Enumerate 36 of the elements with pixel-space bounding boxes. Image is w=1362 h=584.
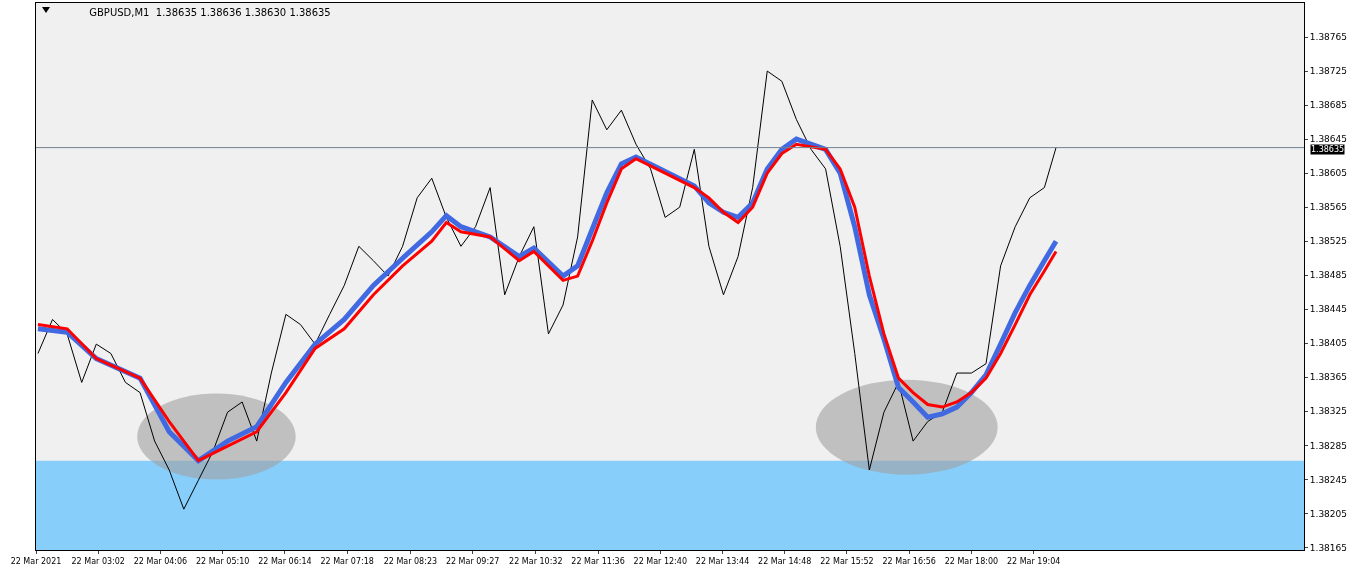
y-tick-label: 1.38325 [1309,406,1348,417]
line-series [37,70,1057,510]
x-tick-label: 22 Mar 08:23 [383,556,438,566]
y-tick-label: 1.38245 [1309,474,1348,485]
y-tick-label: 1.38565 [1309,202,1348,213]
y-tick-label: 1.38285 [1309,440,1348,451]
x-tick-label: 22 Mar 09:27 [445,556,500,566]
y-tick-label: 1.38525 [1309,236,1348,247]
x-tick-label: 22 Mar 03:02 [71,556,125,566]
x-tick-label: 22 Mar 07:18 [320,556,374,566]
x-tick-label: 22 Mar 18:00 [944,556,999,566]
y-tick-label: 1.38205 [1309,508,1348,519]
y-tick-label: 1.38165 [1309,542,1348,553]
x-tick-label: 22 Mar 10:32 [509,556,563,566]
ref-line-label: 1.38635 [1311,145,1345,154]
y-tick-label: 1.38765 [1309,32,1348,43]
x-tick-label: 22 Mar 11:36 [571,556,625,566]
chart-title: GBPUSD,M1 1.38635 1.38636 1.38630 1.38635 [89,6,331,18]
x-tick-label: 22 Mar 13:44 [695,556,750,566]
x-tick-label: 22 Mar 04:06 [133,556,188,566]
x-tick-label: 22 Mar 19:04 [1006,556,1061,566]
x-tick-label: 22 Mar 16:56 [882,556,936,566]
y-tick-label: 1.38645 [1309,134,1348,145]
y-tick-label: 1.38605 [1309,168,1348,179]
y-tick-label: 1.38725 [1309,66,1348,77]
y-tick-label: 1.38685 [1309,100,1348,111]
y-tick-label: 1.38405 [1309,338,1348,349]
x-tick-label: 22 Mar 2021 [10,556,62,566]
y-tick-label: 1.38445 [1309,304,1348,315]
y-tick-label: 1.38365 [1309,372,1348,383]
y-tick-label: 1.38485 [1309,270,1348,281]
x-tick-label: 22 Mar 14:48 [758,556,812,566]
x-tick-label: 22 Mar 06:14 [258,556,312,566]
x-tick-label: 22 Mar 15:52 [820,556,874,566]
x-tick-label: 22 Mar 12:40 [633,556,687,566]
x-tick-label: 22 Mar 05:10 [195,556,250,566]
